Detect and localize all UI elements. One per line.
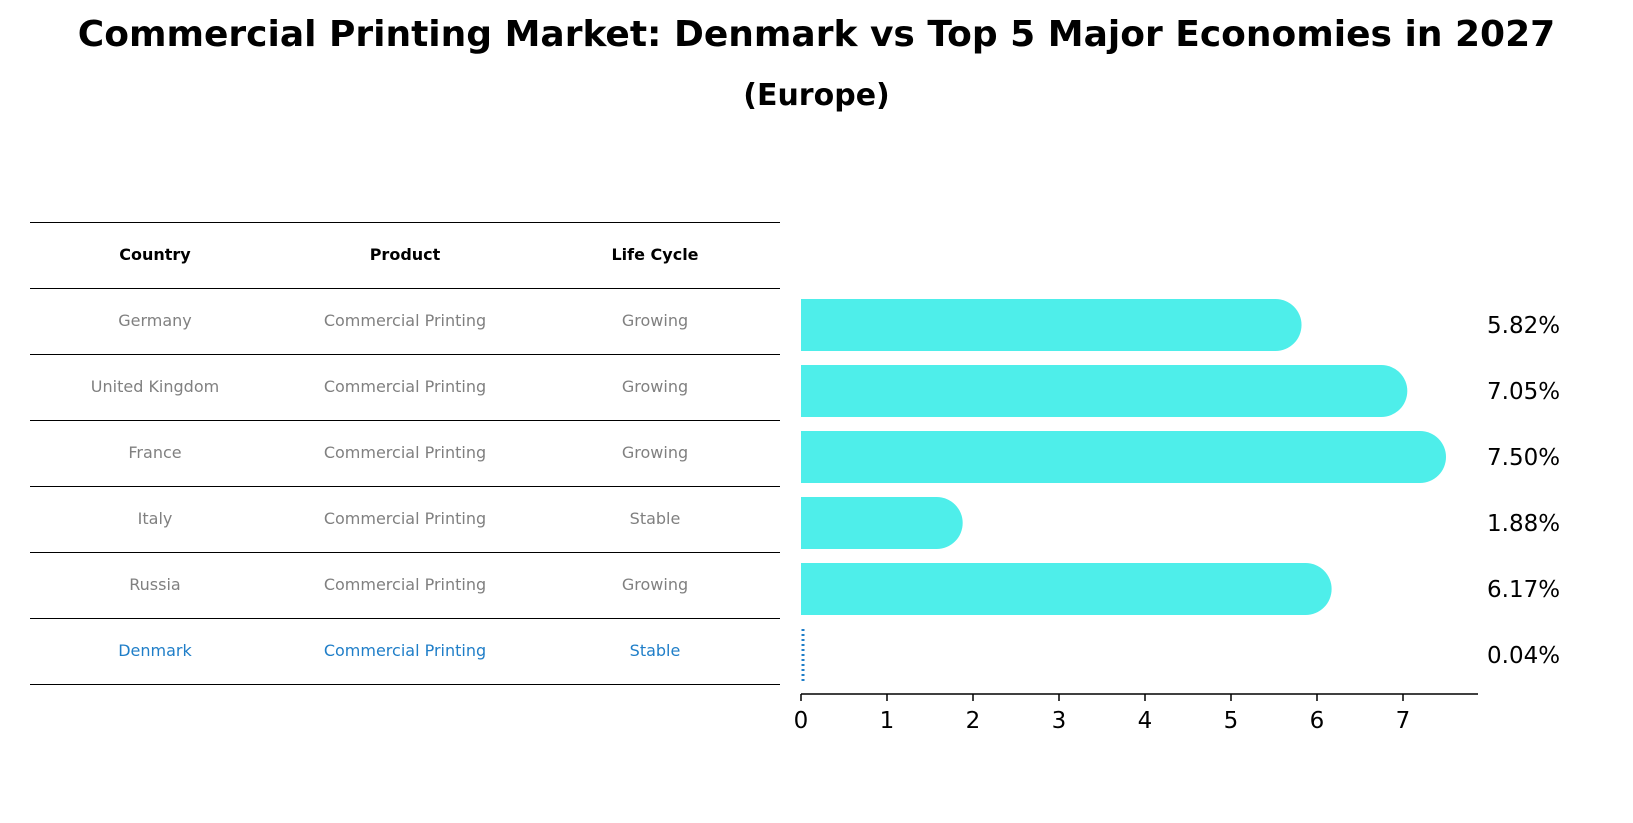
table-row: United Kingdom Commercial Printing Growi… <box>30 354 780 420</box>
data-label: 5.82% <box>1487 313 1560 339</box>
table-header-row: Country Product Life Cycle <box>30 222 780 288</box>
cell-country: Italy <box>137 509 173 528</box>
cell-country: Russia <box>129 575 181 594</box>
x-tick-label: 4 <box>1138 708 1153 734</box>
table-row-highlight: Denmark Commercial Printing Stable <box>30 618 780 684</box>
table-rule <box>30 288 780 289</box>
cell-life-cycle: Growing <box>621 311 689 330</box>
data-label: 7.50% <box>1487 445 1560 471</box>
x-tick-label: 0 <box>794 708 809 734</box>
x-tick-label: 1 <box>880 708 895 734</box>
x-tick-label: 7 <box>1396 708 1411 734</box>
table-row: Italy Commercial Printing Stable <box>30 486 780 552</box>
header-life-cycle: Life Cycle <box>611 245 699 264</box>
chart-title: Commercial Printing Market: Denmark vs T… <box>77 14 1556 55</box>
x-tick-label: 5 <box>1224 708 1239 734</box>
table-row: Russia Commercial Printing Growing <box>30 552 780 618</box>
table-row: France Commercial Printing Growing <box>30 420 780 486</box>
bar <box>801 365 1408 417</box>
table-rule <box>30 222 780 223</box>
chart-subtitle: (Europe) <box>743 78 890 113</box>
cell-life-cycle: Stable <box>629 641 681 660</box>
data-label: 7.05% <box>1487 379 1560 405</box>
x-tick-label: 3 <box>1052 708 1067 734</box>
cell-product: Commercial Printing <box>323 377 487 396</box>
cell-country: Denmark <box>118 641 192 660</box>
table-rule <box>30 354 780 355</box>
cell-life-cycle: Growing <box>621 575 689 594</box>
data-label: 6.17% <box>1487 577 1560 603</box>
table-rule <box>30 420 780 421</box>
cell-product: Commercial Printing <box>323 509 487 528</box>
x-tick-label: 2 <box>966 708 981 734</box>
header-country: Country <box>119 245 191 264</box>
data-label: 1.88% <box>1487 511 1560 537</box>
cell-product: Commercial Printing <box>323 641 487 660</box>
table-rule <box>30 486 780 487</box>
cell-life-cycle: Growing <box>621 443 689 462</box>
bar <box>801 497 963 549</box>
bar <box>801 563 1332 615</box>
cell-country: Germany <box>118 311 192 330</box>
table-rule <box>30 618 780 619</box>
cell-life-cycle: Stable <box>629 509 681 528</box>
table-rule <box>30 684 780 685</box>
table-rule <box>30 552 780 553</box>
x-tick-label: 6 <box>1310 708 1325 734</box>
header-product: Product <box>369 245 441 264</box>
cell-life-cycle: Growing <box>621 377 689 396</box>
bar <box>801 431 1446 483</box>
table-row: Germany Commercial Printing Growing <box>30 288 780 354</box>
cell-country: France <box>128 443 182 462</box>
bar <box>801 299 1302 351</box>
cell-product: Commercial Printing <box>323 575 487 594</box>
cell-product: Commercial Printing <box>323 443 487 462</box>
cell-country: United Kingdom <box>90 377 220 396</box>
cell-product: Commercial Printing <box>323 311 487 330</box>
data-label: 0.04% <box>1487 643 1560 669</box>
